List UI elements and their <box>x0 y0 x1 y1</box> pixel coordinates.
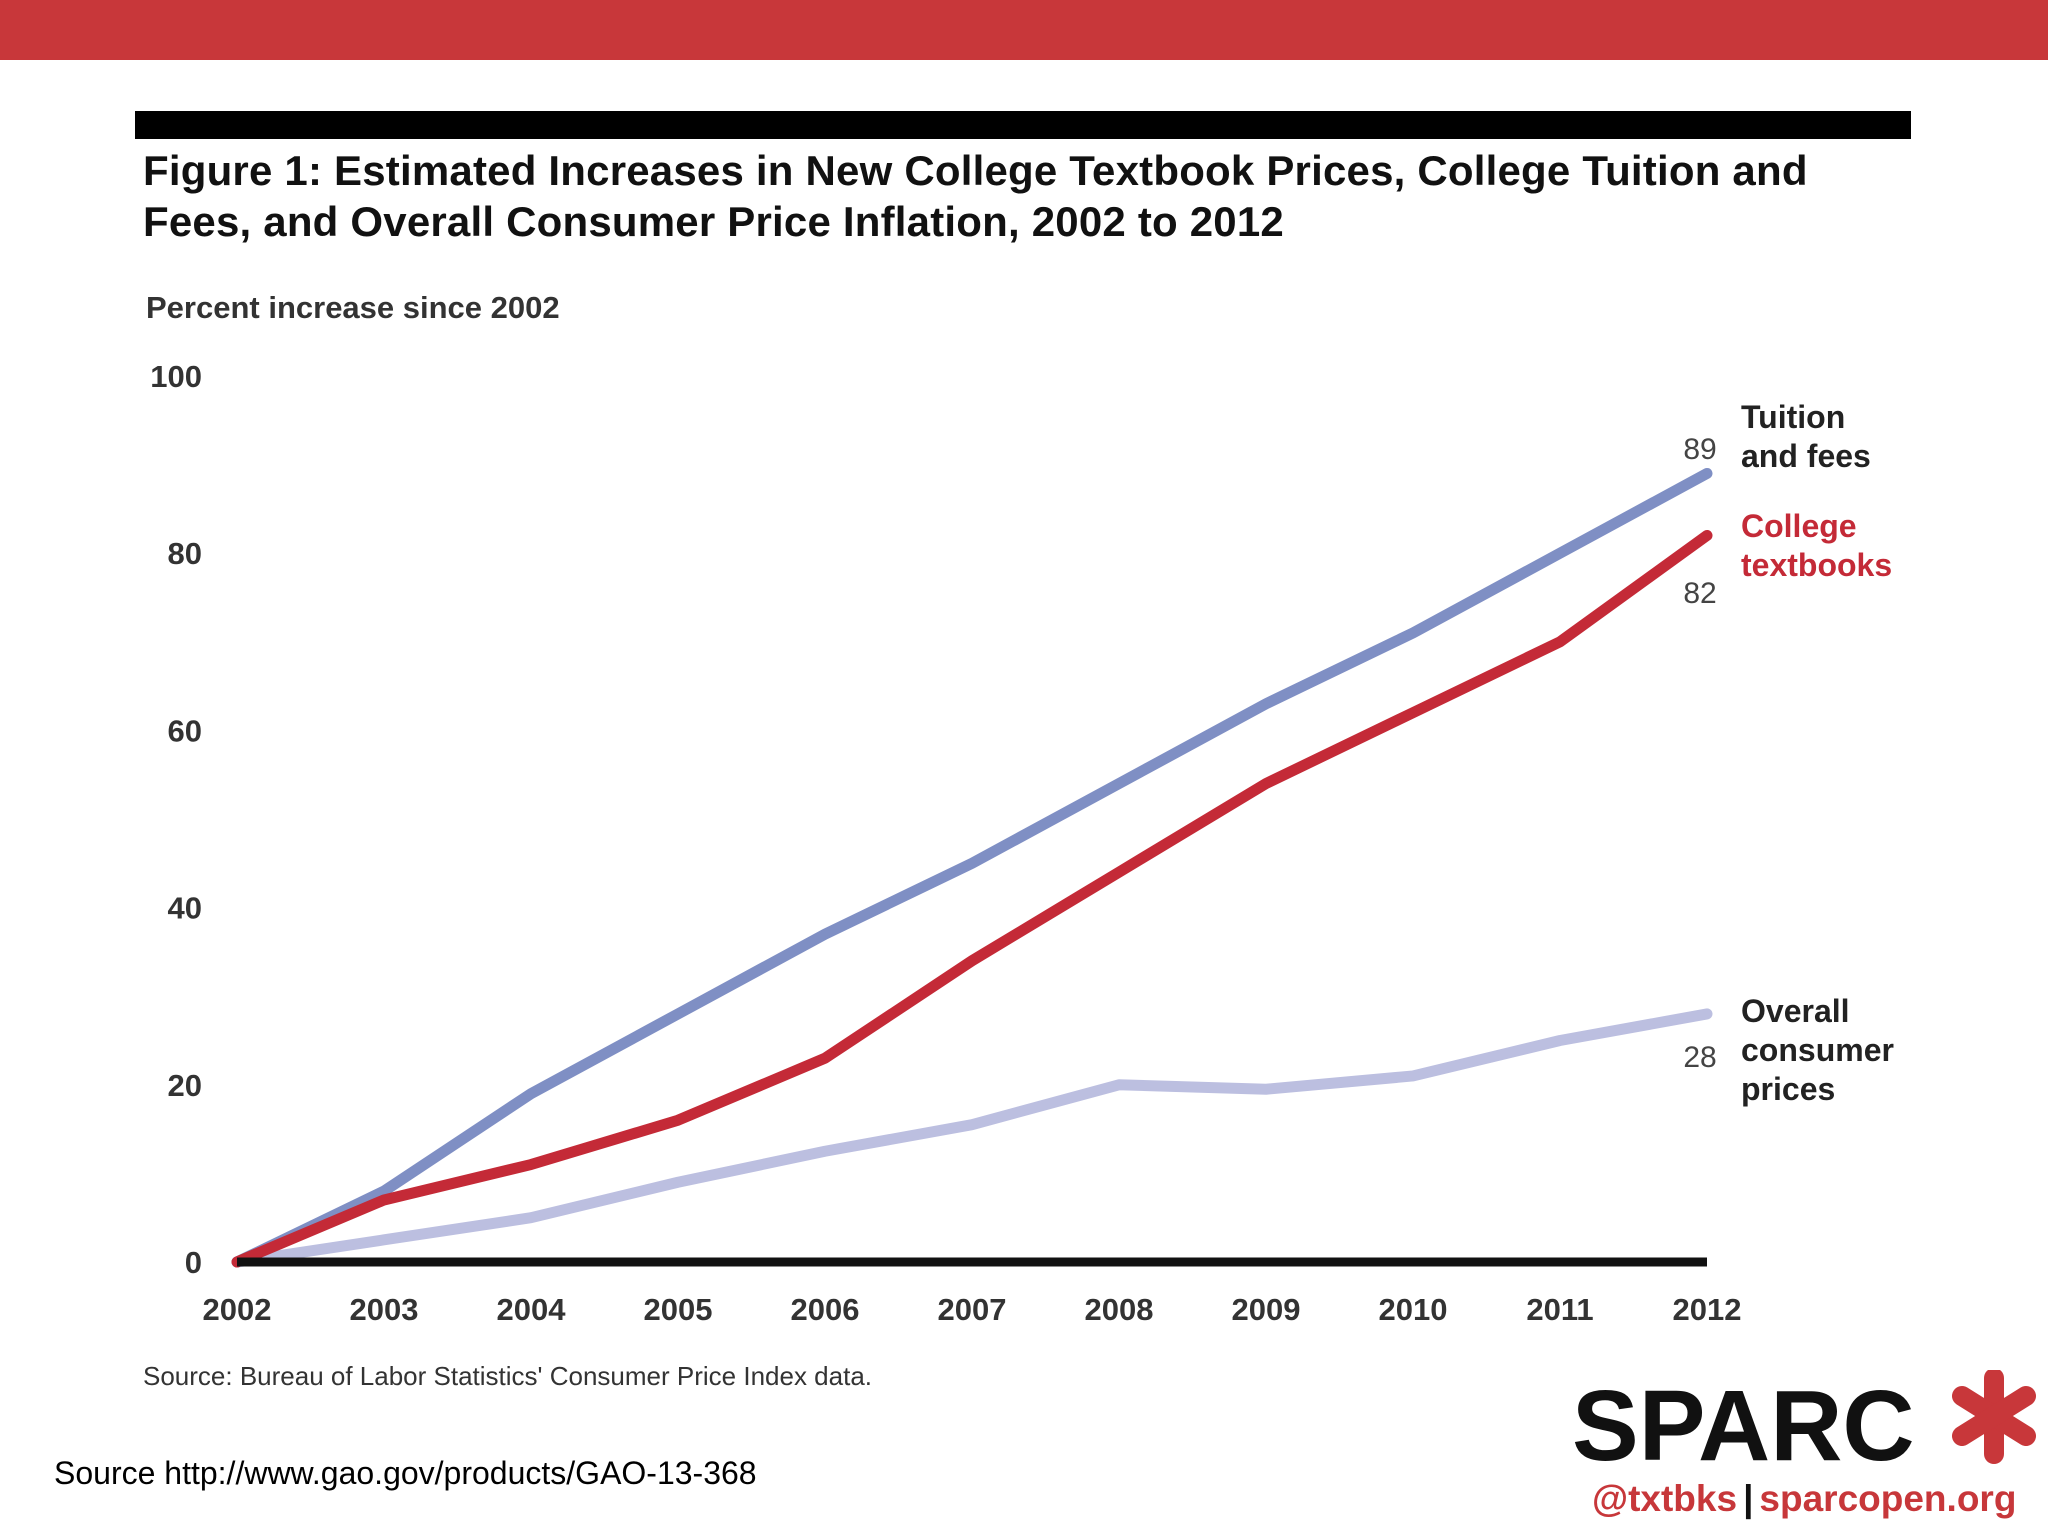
series-name-label: College <box>1741 508 1857 544</box>
series-name-label: textbooks <box>1741 547 1892 583</box>
x-tick-label: 2005 <box>644 1292 713 1327</box>
y-tick-label: 20 <box>168 1068 202 1103</box>
series-line-textbooks <box>231 529 1713 1268</box>
series-name-label: consumer <box>1741 1032 1894 1068</box>
x-tick-label: 2006 <box>791 1292 860 1327</box>
x-tick-label: 2012 <box>1673 1292 1742 1327</box>
x-tick-label: 2002 <box>203 1292 272 1327</box>
x-tick-label: 2011 <box>1526 1292 1593 1327</box>
end-value-label: 89 <box>1683 433 1716 466</box>
y-tick-label: 40 <box>168 891 202 926</box>
x-tick-label: 2004 <box>497 1292 567 1327</box>
sparc-logo-text: SPARC <box>1572 1370 1915 1470</box>
series-name-label: and fees <box>1741 438 1871 474</box>
x-tick-label: 2009 <box>1232 1292 1301 1327</box>
y-tick-label: 100 <box>150 359 202 394</box>
chart-title-line-2: Fees, and Overall Consumer Price Inflati… <box>143 198 1284 245</box>
y-tick-label: 60 <box>168 713 202 748</box>
separator: | <box>1743 1478 1754 1519</box>
social-links: @txtbks | sparcopen.org <box>1592 1478 2016 1520</box>
y-tick-label: 80 <box>168 536 202 571</box>
chart-title-line-1: Figure 1: Estimated Increases in New Col… <box>143 147 1808 194</box>
chart-title: Figure 1: Estimated Increases in New Col… <box>143 145 1913 247</box>
top-banner <box>0 0 2048 60</box>
x-tick-label: 2008 <box>1085 1292 1154 1327</box>
y-tick-label: 0 <box>185 1245 202 1280</box>
y-axis-label: Percent increase since 2002 <box>146 290 560 325</box>
twitter-handle-link[interactable]: @txtbks <box>1592 1478 1738 1519</box>
series-name-label: prices <box>1741 1071 1835 1107</box>
x-tick-label: 2010 <box>1379 1292 1448 1327</box>
website-link[interactable]: sparcopen.org <box>1759 1478 2017 1519</box>
series-line-tuition <box>231 467 1713 1268</box>
x-tick-label: 2003 <box>350 1292 419 1327</box>
sparc-logo: SPARC <box>1572 1370 2036 1470</box>
sparc-asterisk-icon <box>1952 1370 2036 1464</box>
page-source-url: Source http://www.gao.gov/products/GAO-1… <box>54 1455 757 1491</box>
end-value-label: 28 <box>1683 1041 1716 1074</box>
series-name-label: Overall <box>1741 993 1850 1029</box>
end-value-label: 82 <box>1683 577 1716 610</box>
title-rule <box>135 111 1911 139</box>
series-line-cpi <box>231 1008 1713 1268</box>
x-tick-label: 2007 <box>938 1292 1007 1327</box>
source-note: Source: Bureau of Labor Statistics' Cons… <box>143 1361 873 1391</box>
series-name-label: Tuition <box>1741 399 1845 435</box>
